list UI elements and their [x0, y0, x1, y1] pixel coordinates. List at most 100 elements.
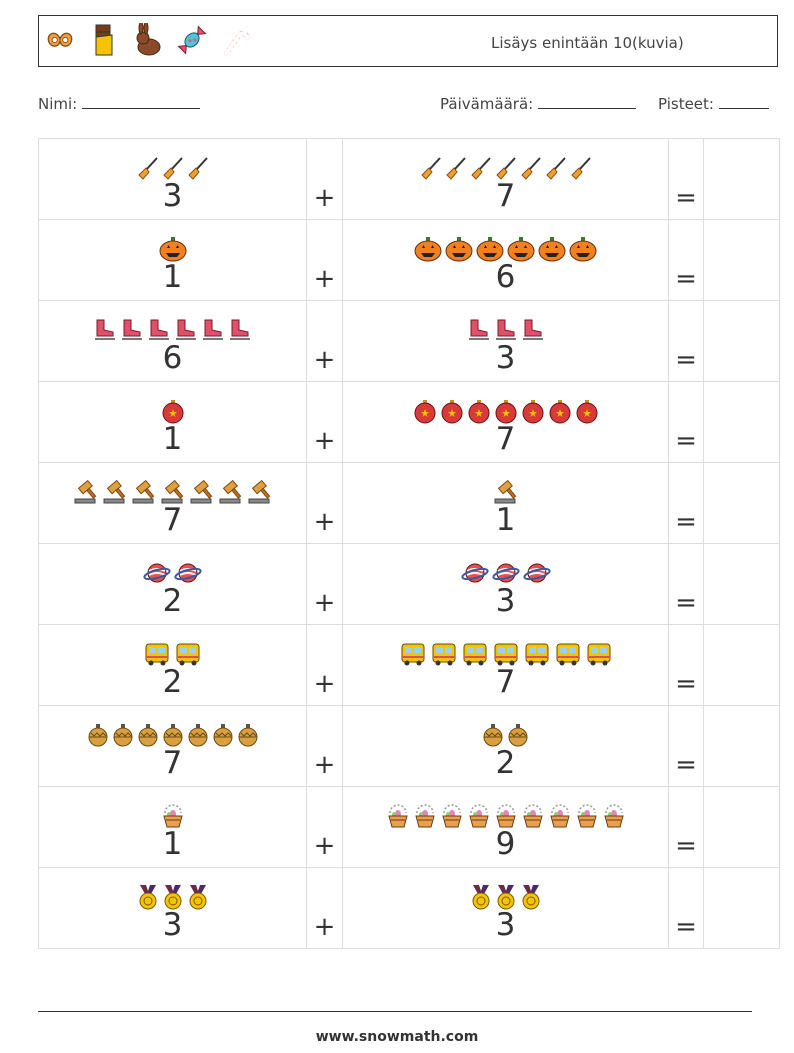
left-operand-cell: 3 [38, 138, 307, 220]
left-operand-cell: 2 [38, 543, 307, 625]
plus-sign: + [306, 138, 343, 220]
right-operand-cell: 9 [342, 786, 669, 868]
right-number: 6 [495, 259, 516, 295]
candy-icon [177, 22, 207, 58]
answer-cell[interactable] [703, 543, 780, 625]
left-number: 1 [162, 421, 183, 457]
answer-cell[interactable] [703, 219, 780, 301]
right-operand-cell: 3 [342, 543, 669, 625]
name-blank[interactable] [82, 94, 201, 109]
ornament-icon [575, 398, 599, 424]
bauble-icon [237, 723, 259, 747]
ice-skate-icon [494, 318, 518, 342]
bauble-icon [112, 723, 134, 747]
right-number: 3 [495, 583, 516, 619]
right-pictures [420, 155, 592, 181]
ice-skate-icon [120, 318, 144, 342]
plus-sign: + [306, 705, 343, 787]
broom-icon [570, 156, 592, 180]
pretzel-icon [45, 22, 75, 58]
equals-sign: = [668, 138, 704, 220]
medal-icon [495, 884, 517, 910]
date-blank[interactable] [538, 94, 636, 109]
planet-icon [522, 561, 551, 585]
problem-row: 3 +3 = [38, 867, 780, 949]
right-operand-cell: 7 [342, 138, 669, 220]
name-field: Nimi: [38, 94, 201, 113]
easter-basket-icon [602, 803, 626, 829]
gavel-icon [218, 479, 244, 505]
score-label: Pisteet: [658, 95, 714, 113]
left-number: 2 [162, 664, 183, 700]
bus-icon [174, 641, 202, 667]
left-operand-cell: 7 [38, 462, 307, 544]
broom-icon [495, 156, 517, 180]
left-pictures [93, 317, 252, 343]
pumpkin-icon [414, 236, 442, 262]
ornament-icon [548, 398, 572, 424]
easter-basket-icon [494, 803, 518, 829]
plus-sign: + [306, 300, 343, 382]
left-pictures [87, 722, 259, 748]
problem-row: 2 +7 = [38, 624, 780, 706]
answer-cell[interactable] [703, 624, 780, 706]
right-pictures [470, 884, 542, 910]
bauble-icon [137, 723, 159, 747]
broom-icon [520, 156, 542, 180]
left-operand-cell: 2 [38, 624, 307, 706]
answer-cell[interactable] [703, 867, 780, 949]
left-operand-cell: 1 [38, 381, 307, 463]
bus-icon [143, 641, 171, 667]
answer-cell[interactable] [703, 462, 780, 544]
easter-basket-icon [413, 803, 437, 829]
left-number: 7 [162, 502, 183, 538]
right-pictures [493, 479, 519, 505]
answer-cell[interactable] [703, 786, 780, 868]
ice-skate-icon [93, 318, 117, 342]
ornament-icon [161, 398, 185, 424]
medal-icon [162, 884, 184, 910]
right-pictures [399, 641, 613, 667]
bus-icon [430, 641, 458, 667]
right-pictures [413, 398, 599, 424]
answer-cell[interactable] [703, 705, 780, 787]
left-operand-cell: 1 [38, 219, 307, 301]
broom-icon [420, 156, 442, 180]
ice-skate-icon [201, 318, 225, 342]
right-number: 7 [495, 421, 516, 457]
pumpkin-icon [159, 236, 187, 262]
ice-skate-icon [521, 318, 545, 342]
left-number: 6 [162, 340, 183, 376]
answer-cell[interactable] [703, 138, 780, 220]
bus-icon [554, 641, 582, 667]
left-operand-cell: 1 [38, 786, 307, 868]
easter-basket-icon [521, 803, 545, 829]
answer-cell[interactable] [703, 300, 780, 382]
left-pictures [159, 236, 187, 262]
ornament-icon [467, 398, 491, 424]
right-pictures [414, 236, 597, 262]
score-blank[interactable] [718, 94, 769, 109]
left-operand-cell: 7 [38, 705, 307, 787]
equals-sign: = [668, 381, 704, 463]
planet-icon [460, 561, 489, 585]
broom-icon [470, 156, 492, 180]
equals-sign: = [668, 705, 704, 787]
right-operand-cell: 2 [342, 705, 669, 787]
footer-url[interactable]: www.snowmath.com [315, 1029, 479, 1045]
answer-cell[interactable] [703, 381, 780, 463]
plus-sign: + [306, 381, 343, 463]
equals-sign: = [668, 300, 704, 382]
bauble-icon [162, 723, 184, 747]
ornament-icon [413, 398, 437, 424]
ornament-icon [521, 398, 545, 424]
plus-sign: + [306, 462, 343, 544]
right-number: 2 [495, 745, 516, 781]
bauble-icon [507, 723, 529, 747]
date-field: Päivämäärä: [440, 94, 636, 113]
ornament-icon [494, 398, 518, 424]
ice-skate-icon [174, 318, 198, 342]
medal-icon [137, 884, 159, 910]
chocolate-bunny-icon [133, 22, 163, 58]
plus-sign: + [306, 867, 343, 949]
